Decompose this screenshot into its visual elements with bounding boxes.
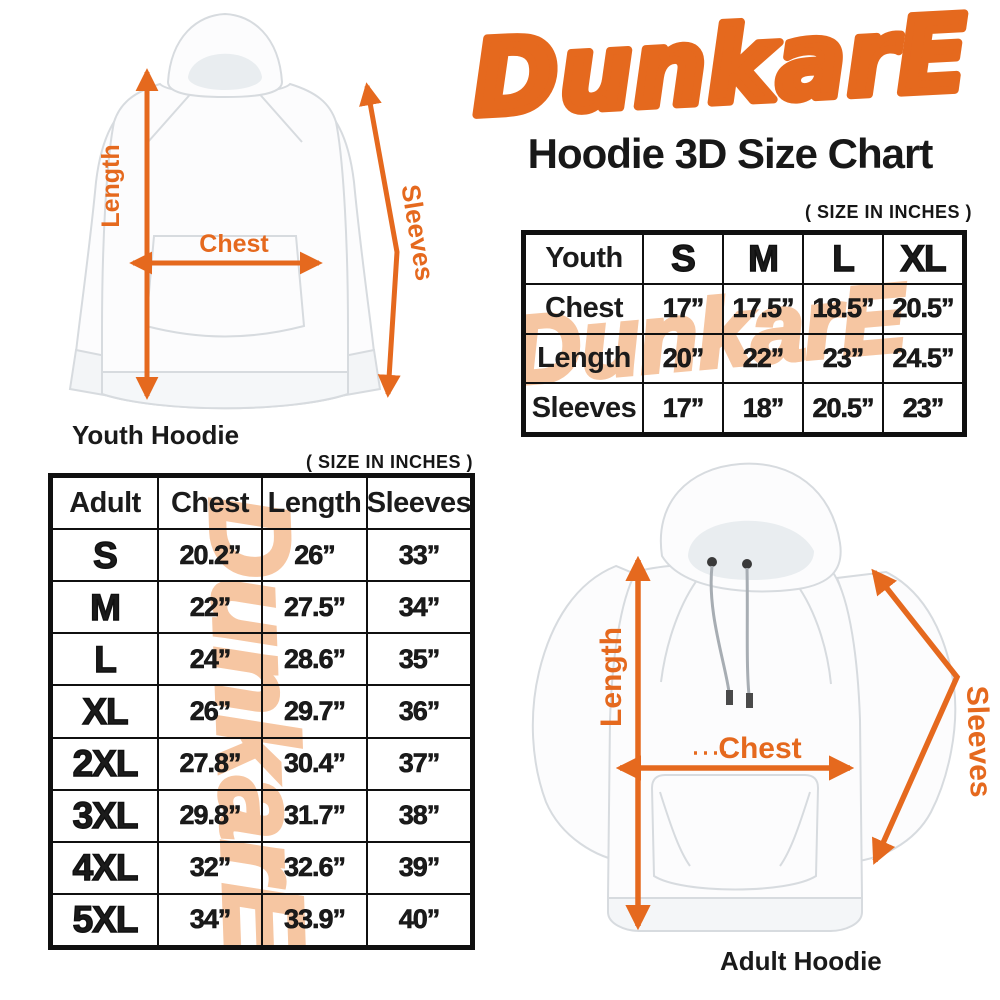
youth-length-label: Length [97, 144, 125, 227]
youth-measure-arrows [129, 68, 401, 400]
table-cell: 40” [367, 893, 471, 946]
adult-sleeves-label: Sleeves [960, 685, 997, 798]
table-cell: M [723, 234, 803, 284]
table-cell: 39” [367, 841, 471, 894]
table-cell: 32.6” [262, 841, 367, 894]
table-cell: Chest [525, 283, 643, 334]
table-cell: 26” [158, 685, 262, 738]
table-cell: 35” [367, 633, 471, 686]
youth-table-grid: Youth S M L XL Chest 17” 17.5” 18.5” 20.5” Length 2… [525, 234, 963, 433]
table-cell: 17” [643, 283, 723, 334]
adult-sleeves-arrow [871, 568, 961, 865]
table-cell: 29.7” [262, 685, 367, 738]
table-cell: 32” [158, 841, 262, 894]
youth-sleeves-label: Sleeves [395, 182, 440, 282]
table-cell: 18.5” [803, 283, 883, 334]
table-cell: 22” [723, 333, 803, 384]
table-cell: 5XL [52, 893, 158, 946]
table-cell: 30.4” [262, 737, 367, 790]
table-cell: 33” [367, 529, 471, 582]
brand-logo: DunkarE [469, 0, 971, 140]
table-cell: M [52, 581, 158, 634]
table-cell: L [52, 633, 158, 686]
table-cell: 22” [158, 581, 262, 634]
table-cell: 23” [883, 383, 963, 433]
adult-caption: Adult Hoodie [720, 946, 882, 976]
table-cell: 3XL [52, 789, 158, 842]
adult-measure-arrows [615, 555, 961, 931]
table-cell: 20” [643, 333, 723, 384]
table-cell: 17.5” [723, 283, 803, 334]
table-cell: 26” [262, 529, 367, 582]
adult-size-table: DunkarE Adult Chest Length Sleeves S 20.2” 26”… [48, 473, 475, 950]
table-cell: 36” [367, 685, 471, 738]
table-cell: 20.5” [803, 383, 883, 433]
table-cell: 27.5” [262, 581, 367, 634]
table-cell: 31.7” [262, 789, 367, 842]
table-cell: Sleeves [525, 383, 643, 433]
adult-table-grid: Adult Chest Length Sleeves S 20.2” 26” 33” M 22” 2… [52, 477, 471, 946]
table-cell: Length [525, 333, 643, 384]
table-cell: 24.5” [883, 333, 963, 384]
table-cell: XL [52, 685, 158, 738]
table-cell: L [803, 234, 883, 284]
table-cell: S [643, 234, 723, 284]
table-cell: Sleeves [367, 477, 471, 530]
adult-chest-label: Chest [718, 732, 801, 765]
youth-size-note: ( SIZE IN INCHES ) [804, 202, 972, 222]
table-cell: 24” [158, 633, 262, 686]
table-cell: S [52, 529, 158, 582]
table-cell: 33.9” [262, 893, 367, 946]
table-cell: 37” [367, 737, 471, 790]
table-cell: Length [262, 477, 367, 530]
youth-chest-label: Chest [199, 230, 269, 258]
table-cell: XL [883, 234, 963, 284]
table-cell: Youth [525, 234, 643, 284]
table-cell: 28.6” [262, 633, 367, 686]
table-cell: Adult [52, 477, 158, 530]
table-cell: 4XL [52, 841, 158, 894]
table-cell: Chest [158, 477, 262, 530]
table-cell: 17” [643, 383, 723, 433]
youth-caption: Youth Hoodie [72, 420, 240, 450]
adult-size-note: ( SIZE IN INCHES ) [305, 452, 473, 472]
table-cell: 29.8” [158, 789, 262, 842]
table-cell: 2XL [52, 737, 158, 790]
table-cell: 34” [367, 581, 471, 634]
table-cell: 38” [367, 789, 471, 842]
adult-length-label: Length [595, 627, 628, 727]
table-cell: 27.8” [158, 737, 262, 790]
table-cell: 23” [803, 333, 883, 384]
table-cell: 18” [723, 383, 803, 433]
youth-size-table: DunkarE Youth S M L XL Chest 17” 17.5” 18.5” 20.5… [521, 230, 967, 437]
youth-sleeves-arrow [359, 82, 401, 398]
page-title: Hoodie 3D Size Chart [527, 130, 934, 177]
table-cell: 20.5” [883, 283, 963, 334]
table-cell: 20.2” [158, 529, 262, 582]
table-cell: 34” [158, 893, 262, 946]
